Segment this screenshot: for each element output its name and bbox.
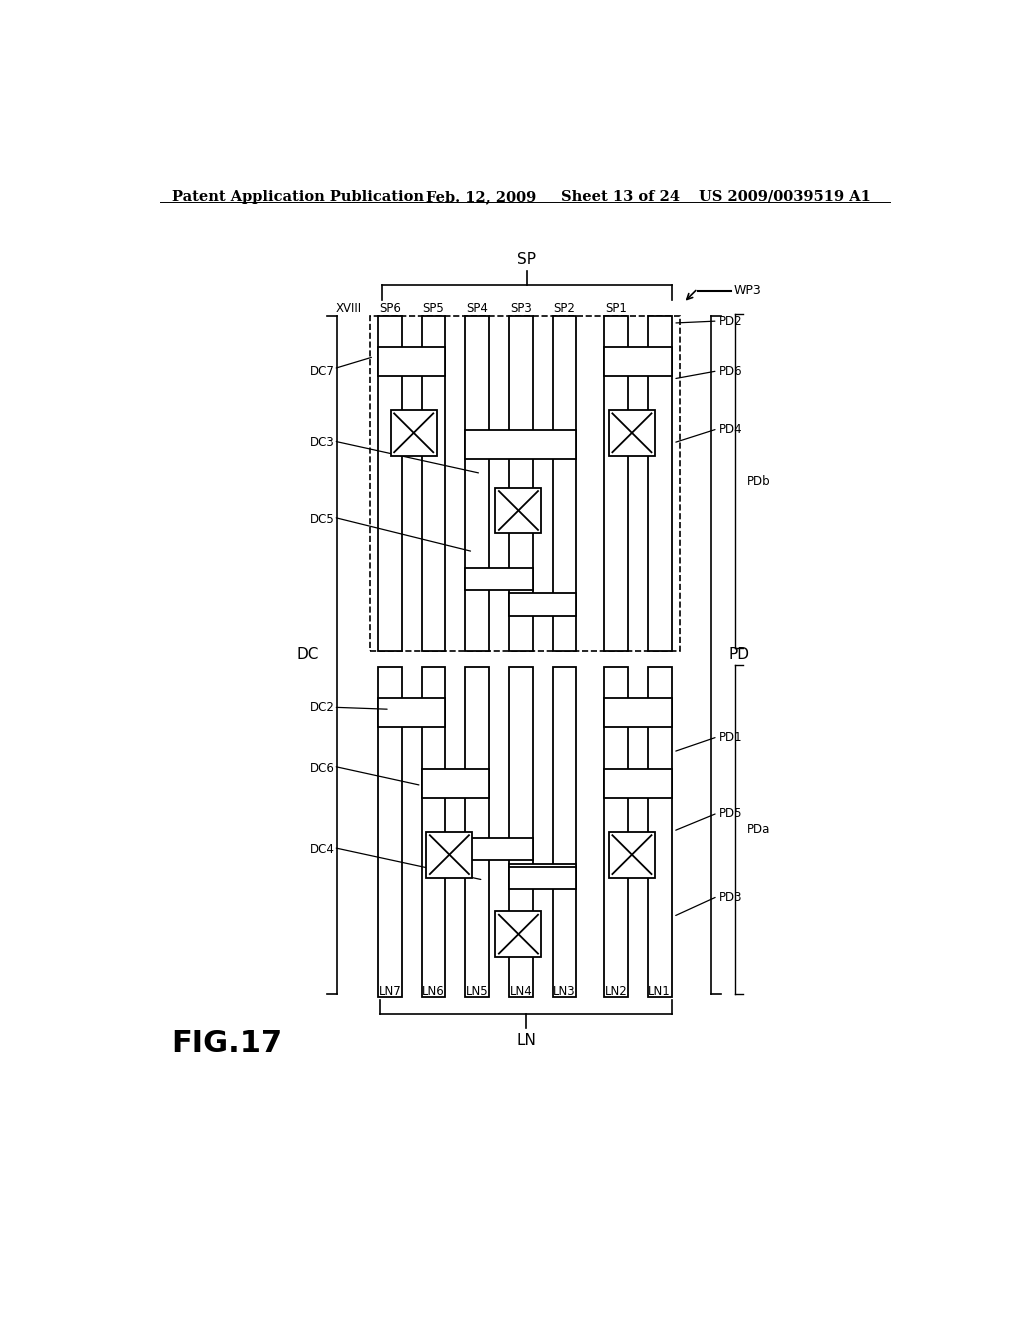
Bar (553, 315, 577, 651)
Bar (378, 347, 445, 376)
Text: LN3: LN3 (553, 985, 575, 998)
Bar (609, 411, 655, 455)
Text: DC2: DC2 (309, 701, 334, 714)
Bar (422, 770, 489, 797)
Bar (391, 411, 436, 455)
Bar (378, 667, 401, 997)
Text: DC7: DC7 (309, 366, 334, 379)
Text: LN5: LN5 (466, 985, 488, 998)
Bar (378, 698, 445, 726)
Text: SP2: SP2 (554, 302, 575, 314)
Bar (465, 667, 489, 997)
Bar (426, 832, 472, 878)
Bar (496, 487, 542, 533)
Bar (609, 832, 655, 878)
Bar (509, 593, 577, 615)
Bar (509, 667, 532, 997)
Text: Sheet 13 of 24: Sheet 13 of 24 (560, 190, 680, 203)
Text: Patent Application Publication: Patent Application Publication (172, 190, 424, 203)
Text: PD6: PD6 (719, 366, 742, 379)
Bar (648, 667, 672, 997)
Text: FIG.17: FIG.17 (172, 1028, 283, 1057)
Text: SP6: SP6 (379, 302, 400, 314)
Text: PD2: PD2 (719, 314, 742, 327)
Text: WP3: WP3 (733, 284, 761, 297)
Text: PD5: PD5 (719, 808, 742, 821)
Bar (496, 911, 542, 957)
Bar (604, 770, 672, 797)
Bar (378, 315, 401, 651)
Bar (553, 667, 577, 997)
Bar (509, 315, 532, 651)
Text: PD1: PD1 (719, 731, 742, 744)
Bar (604, 698, 672, 726)
Text: LN4: LN4 (510, 985, 532, 998)
Text: PD3: PD3 (719, 891, 742, 904)
Bar (370, 315, 680, 651)
Bar (509, 863, 577, 886)
Text: LN: LN (516, 1032, 536, 1048)
Bar (422, 315, 445, 651)
Text: DC5: DC5 (309, 512, 334, 525)
Text: LN2: LN2 (605, 985, 628, 998)
Bar (465, 568, 532, 590)
Text: LN7: LN7 (379, 985, 401, 998)
Text: LN1: LN1 (648, 985, 671, 998)
Text: LN6: LN6 (422, 985, 444, 998)
Text: SP: SP (517, 252, 537, 267)
Text: DC6: DC6 (309, 762, 334, 775)
Bar (648, 315, 672, 651)
Text: SP3: SP3 (510, 302, 531, 314)
Bar (604, 667, 628, 997)
Bar (465, 315, 489, 651)
Text: SP1: SP1 (605, 302, 627, 314)
Bar (604, 347, 672, 376)
Text: PD4: PD4 (719, 424, 742, 437)
Text: SP5: SP5 (423, 302, 444, 314)
Text: XVIII: XVIII (336, 302, 362, 315)
Text: DC3: DC3 (309, 437, 334, 450)
Bar (422, 667, 445, 997)
Text: PD: PD (729, 647, 750, 663)
Bar (604, 315, 628, 651)
Bar (509, 867, 577, 890)
Text: Feb. 12, 2009: Feb. 12, 2009 (426, 190, 536, 203)
Text: PDb: PDb (748, 475, 771, 487)
Text: PDa: PDa (748, 822, 770, 836)
Text: DC4: DC4 (309, 843, 334, 857)
Text: SP4: SP4 (466, 302, 488, 314)
Text: US 2009/0039519 A1: US 2009/0039519 A1 (699, 190, 871, 203)
Bar (465, 430, 577, 458)
Text: DC: DC (297, 647, 319, 663)
Bar (465, 838, 532, 861)
